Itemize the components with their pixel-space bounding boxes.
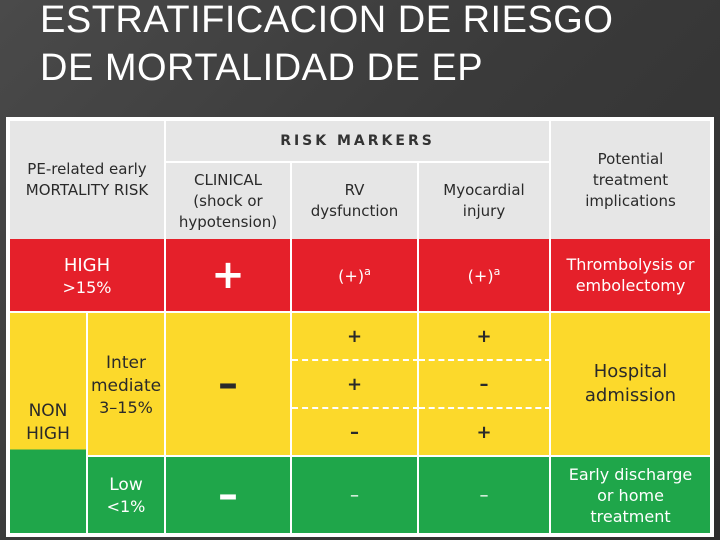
low-rv: – [292,457,419,533]
intermediate-rv-3: – [292,409,419,457]
header-injury-label: Myocardial injury [443,181,525,220]
high-clinical-value: + [211,252,245,298]
high-injury-sup: a [493,264,501,278]
high-injury-value: (+) [467,266,494,286]
intermediate-rv-2: + [292,361,419,409]
header-mortality-risk: PE-related early MORTALITY RISK [10,121,166,239]
low-injury-value: – [479,484,489,506]
high-injury: (+)a [419,239,551,313]
intermediate-treatment: Hospital admission [551,313,710,457]
intermediate-rv-2-value: + [346,373,363,395]
risk-markers-label: RISK MARKERS [280,133,435,149]
header-treatment: Potential treatment implications [551,121,710,239]
risk-table-grid: PE-related early MORTALITY RISK RISK MAR… [10,121,710,533]
high-rv: (+)a [292,239,419,313]
low-clinical-value: – [218,472,238,518]
row-intermediate-risk: Inter mediate 3–15% [88,313,166,457]
risk-table: PE-related early MORTALITY RISK RISK MAR… [6,117,714,537]
low-label: Low [109,475,143,495]
high-rv-sup: a [364,264,371,278]
header-treatment-label: Potential treatment implications [585,149,676,210]
high-label: HIGH [63,254,111,276]
intermediate-injury-3: + [419,409,551,457]
high-pct: >15% [62,277,112,297]
intermediate-injury-2-value: – [479,373,489,395]
high-rv-value: (+) [338,266,365,286]
high-clinical: + [166,239,292,313]
nonhigh-label: NON HIGH [18,398,78,448]
row-high-risk: HIGH >15% [10,239,166,313]
nonhigh-risk: NON HIGH [10,313,88,533]
intermediate-rv-3-value: – [350,421,359,443]
intermediate-injury-1: + [419,313,551,361]
intermediate-injury-2: – [419,361,551,409]
header-rv: RV dysfunction [292,163,419,239]
intermediate-clinical-value: – [218,361,238,407]
low-rv-value: – [350,484,359,506]
low-injury: – [419,457,551,533]
header-mortality-risk-label: PE-related early MORTALITY RISK [25,160,149,199]
intermediate-injury-3-value: + [476,421,492,443]
high-treatment: Thrombolysis or embolectomy [551,239,710,313]
intermediate-clinical: – [166,313,292,457]
low-clinical: – [166,457,292,533]
intermediate-rv-1: + [292,313,419,361]
header-rv-label: RV dysfunction [310,181,399,220]
intermediate-treatment-label: Hospital admission [584,361,677,406]
low-treatment: Early discharge or home treatment [551,457,710,533]
low-pct: <1% [106,497,146,516]
intermediate-rv-1-value: + [346,325,363,347]
row-low-risk: Low <1% [88,457,166,533]
intermediate-label: Inter mediate [91,352,162,396]
low-treatment-label: Early discharge or home treatment [568,464,693,526]
intermediate-injury-1-value: + [476,325,492,347]
header-clinical-label: CLINICAL (shock or hypotension) [178,170,278,231]
intermediate-pct: 3–15% [99,397,153,417]
header-risk-markers: RISK MARKERS [166,121,551,163]
header-injury: Myocardial injury [419,163,551,239]
slide-title: ESTRATIFICACION DE RIESGO DE MORTALIDAD … [40,0,614,89]
header-clinical: CLINICAL (shock or hypotension) [166,163,292,239]
high-treatment-label: Thrombolysis or embolectomy [566,255,695,295]
